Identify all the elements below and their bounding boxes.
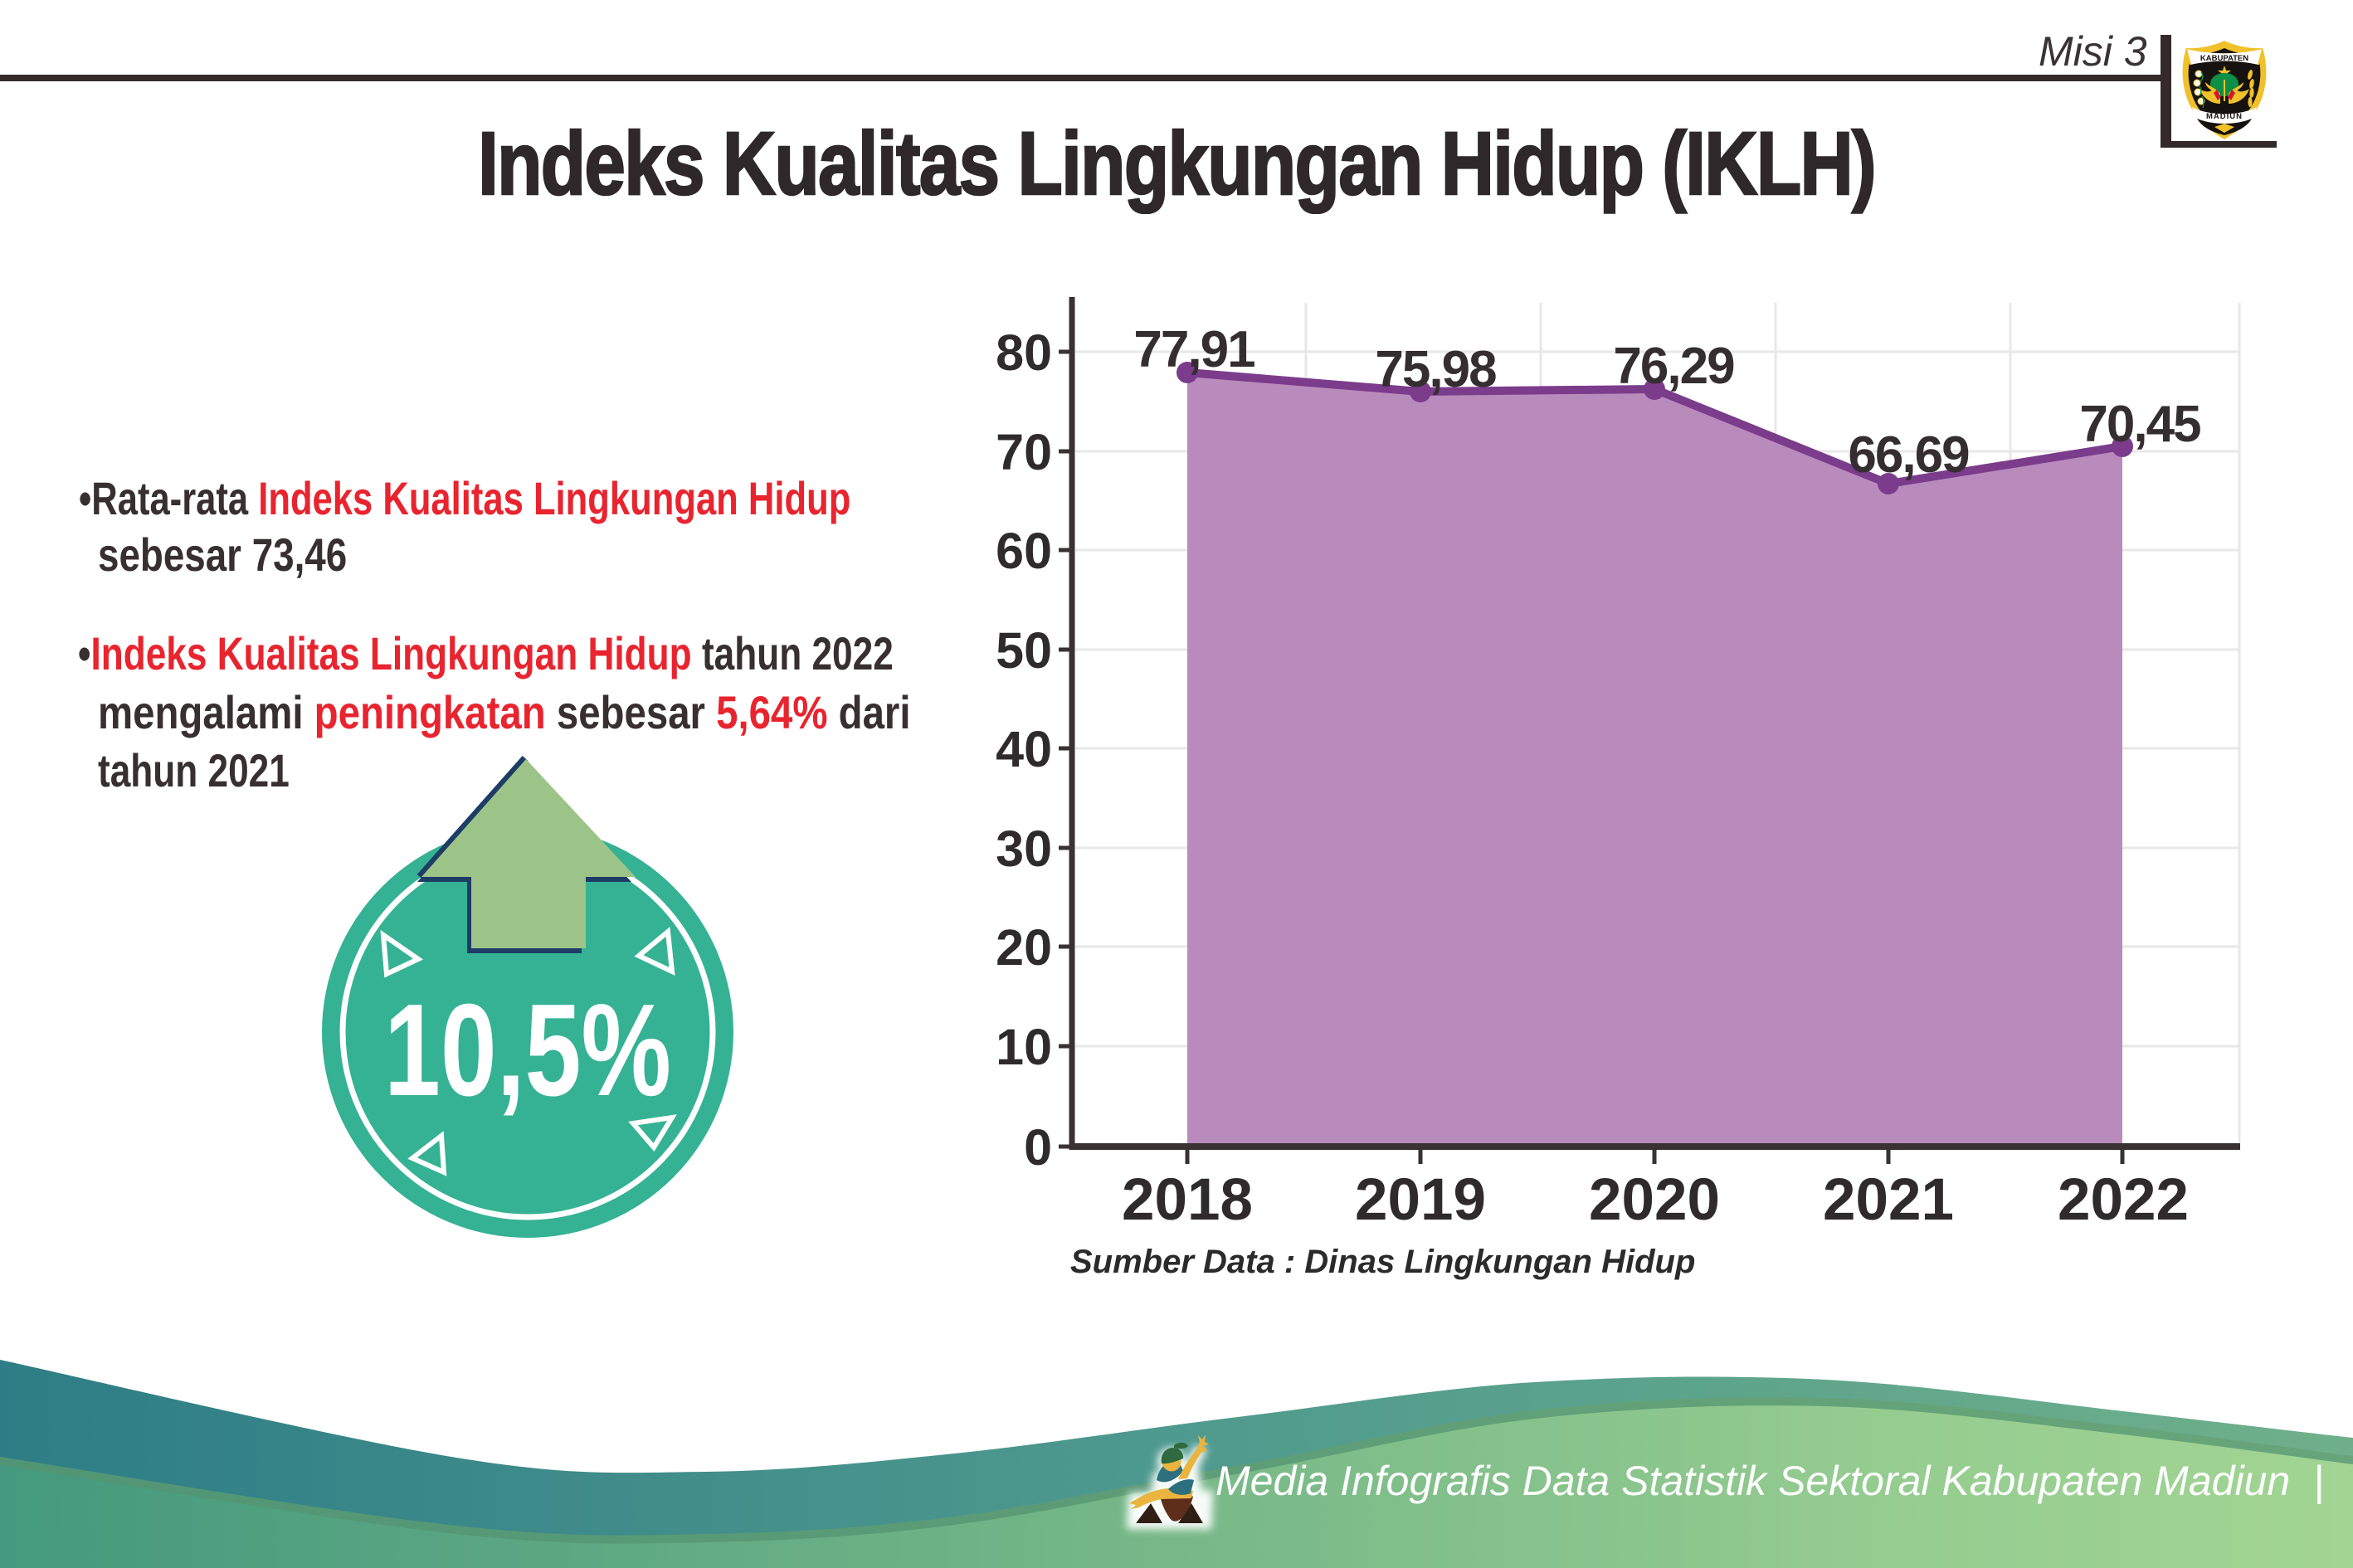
svg-text:30: 30 [996,821,1052,877]
svg-text:10,5%: 10,5% [384,977,671,1123]
svg-text:66,69: 66,69 [1848,426,1969,484]
svg-text:20: 20 [996,919,1052,976]
svg-text:2022: 2022 [2058,1167,2189,1233]
svg-text:75,98: 75,98 [1375,341,1496,398]
svg-text:MADIUN: MADIUN [2206,112,2243,121]
svg-text:10: 10 [996,1019,1052,1075]
svg-text:80: 80 [996,324,1052,381]
svg-text:KABUPATEN: KABUPATEN [2200,54,2248,63]
svg-text:2018: 2018 [1122,1167,1253,1233]
svg-text:50: 50 [996,622,1052,679]
svg-text:2019: 2019 [1355,1167,1486,1233]
svg-text:40: 40 [996,721,1052,777]
svg-text:2020: 2020 [1589,1167,1720,1233]
svg-text:Media Infografis Data Statisti: Media Infografis Data Statistik Sektoral… [1215,1458,2324,1505]
svg-text:0: 0 [1024,1119,1052,1176]
svg-text:77,91: 77,91 [1133,321,1254,378]
svg-text:76,29: 76,29 [1613,338,1734,395]
svg-text:Sumber Data : Dinas Lingkungan: Sumber Data : Dinas Lingkungan Hidup [1070,1244,1695,1280]
svg-text:70,45: 70,45 [2079,396,2200,453]
svg-text:60: 60 [996,523,1052,579]
svg-text:70: 70 [996,424,1052,480]
svg-text:2021: 2021 [1823,1167,1954,1233]
